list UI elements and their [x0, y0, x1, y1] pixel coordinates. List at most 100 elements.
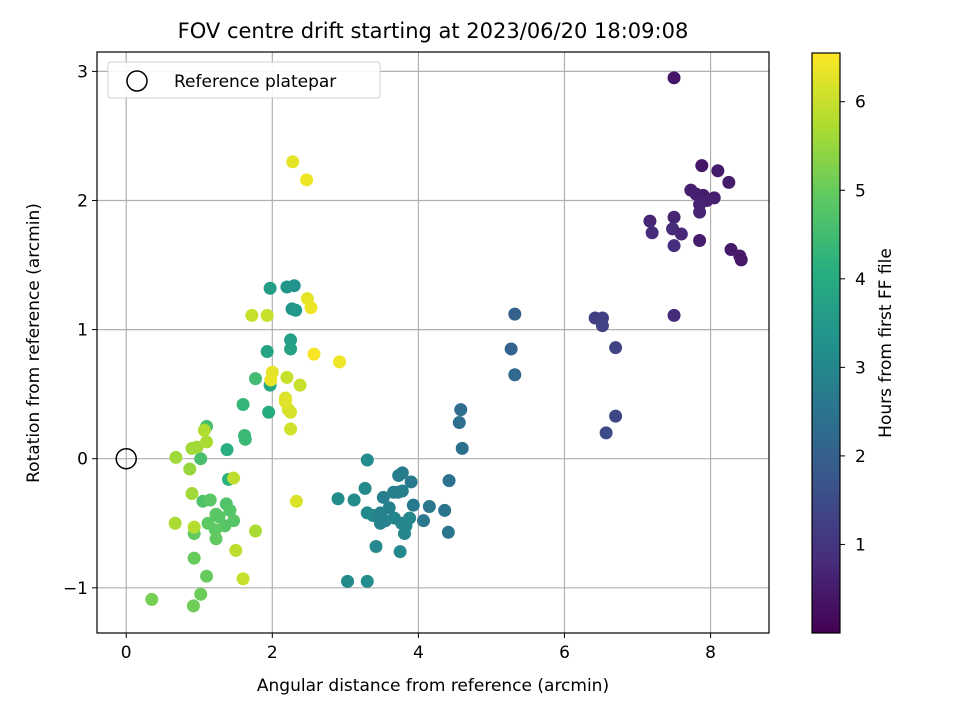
- data-point: [187, 551, 201, 565]
- reference-platepar-marker: [115, 447, 137, 470]
- data-point: [674, 227, 688, 241]
- x-axis-label: Angular distance from reference (arcmin): [257, 676, 609, 696]
- data-point: [236, 397, 250, 411]
- data-point: [194, 452, 208, 466]
- chart-title: FOV centre drift starting at 2023/06/20 …: [178, 19, 689, 43]
- data-point: [369, 539, 383, 553]
- colorbar-gradient: [811, 52, 841, 634]
- plot-frame: [96, 51, 770, 634]
- legend-box: [107, 61, 381, 99]
- data-point: [455, 441, 469, 455]
- data-point: [229, 543, 243, 557]
- data-point: [441, 525, 455, 539]
- data-point: [227, 471, 241, 485]
- data-point: [358, 481, 372, 495]
- data-point: [398, 527, 412, 541]
- legend-reference-marker: [126, 70, 148, 92]
- data-point: [667, 239, 681, 253]
- data-point: [262, 405, 276, 419]
- data-point: [209, 532, 223, 546]
- colorbar-tick-label: 5: [855, 181, 866, 201]
- data-point: [304, 301, 318, 315]
- data-point: [185, 487, 199, 501]
- data-point: [508, 368, 522, 382]
- colorbar-tick-label: 1: [855, 535, 866, 555]
- colorbar: 1 2 3 4 5 6 Hours from first FF file: [811, 52, 896, 634]
- data-point: [722, 175, 736, 189]
- data-point: [220, 443, 234, 457]
- data-point: [693, 205, 707, 219]
- data-point: [280, 370, 294, 384]
- x-tick-label: 2: [267, 643, 278, 663]
- data-point: [203, 493, 217, 507]
- data-point: [360, 574, 374, 588]
- data-point: [286, 155, 300, 169]
- data-point: [438, 503, 452, 517]
- data-point: [300, 173, 314, 187]
- data-point: [293, 378, 307, 392]
- data-point: [200, 435, 214, 449]
- data-point: [190, 440, 204, 454]
- data-point: [284, 405, 298, 419]
- data-point: [609, 341, 623, 355]
- data-point: [145, 592, 159, 606]
- colorbar-tick-label: 3: [855, 358, 866, 378]
- data-point: [264, 373, 278, 387]
- data-point: [667, 210, 681, 224]
- data-point: [284, 422, 298, 436]
- data-point: [393, 545, 407, 559]
- data-point: [734, 253, 748, 267]
- data-point: [238, 432, 252, 446]
- data-point: [245, 308, 259, 322]
- data-point: [595, 319, 609, 333]
- data-point: [508, 307, 522, 321]
- colorbar-tick-label: 6: [855, 93, 866, 113]
- data-point: [454, 403, 468, 417]
- data-point: [452, 416, 466, 430]
- data-point: [249, 524, 263, 538]
- data-point: [387, 485, 401, 499]
- data-point: [194, 587, 208, 601]
- y-tick-label: 3: [77, 62, 88, 82]
- data-point: [223, 503, 237, 517]
- data-point: [373, 516, 387, 530]
- data-point: [197, 423, 211, 437]
- x-tick-label: 4: [413, 643, 424, 663]
- data-point: [333, 355, 347, 369]
- data-point: [331, 492, 345, 506]
- colorbar-ticks: 1 2 3 4 5 6: [840, 93, 866, 555]
- legend-label: Reference platepar: [174, 72, 336, 92]
- data-point: [667, 308, 681, 322]
- data-point: [504, 342, 518, 356]
- data-point: [417, 514, 431, 528]
- legend: Reference platepar: [107, 61, 381, 99]
- data-point: [667, 71, 681, 85]
- data-point: [392, 468, 406, 482]
- data-point: [263, 281, 277, 295]
- data-point: [289, 303, 303, 317]
- data-point: [341, 574, 355, 588]
- data-point: [422, 499, 436, 513]
- data-point: [209, 507, 223, 521]
- data-point: [404, 475, 418, 489]
- x-tick-label: 0: [121, 643, 132, 663]
- data-point: [609, 409, 623, 423]
- grid: [97, 52, 769, 633]
- data-point: [406, 498, 420, 512]
- data-point: [169, 450, 183, 464]
- data-point: [260, 345, 274, 359]
- data-point: [645, 226, 659, 240]
- data-point: [360, 453, 374, 467]
- y-axis-ticks: −1 0 1 2 3: [63, 62, 97, 599]
- y-axis-label: Rotation from reference (arcmin): [24, 203, 44, 483]
- y-tick-label: −1: [63, 579, 88, 599]
- data-point: [711, 164, 725, 178]
- colorbar-tick-label: 4: [855, 270, 866, 290]
- x-axis-ticks: 0 2 4 6 8: [121, 633, 716, 663]
- data-points: [115, 71, 748, 613]
- data-point: [284, 342, 298, 356]
- data-point: [187, 520, 201, 534]
- data-point: [280, 280, 294, 294]
